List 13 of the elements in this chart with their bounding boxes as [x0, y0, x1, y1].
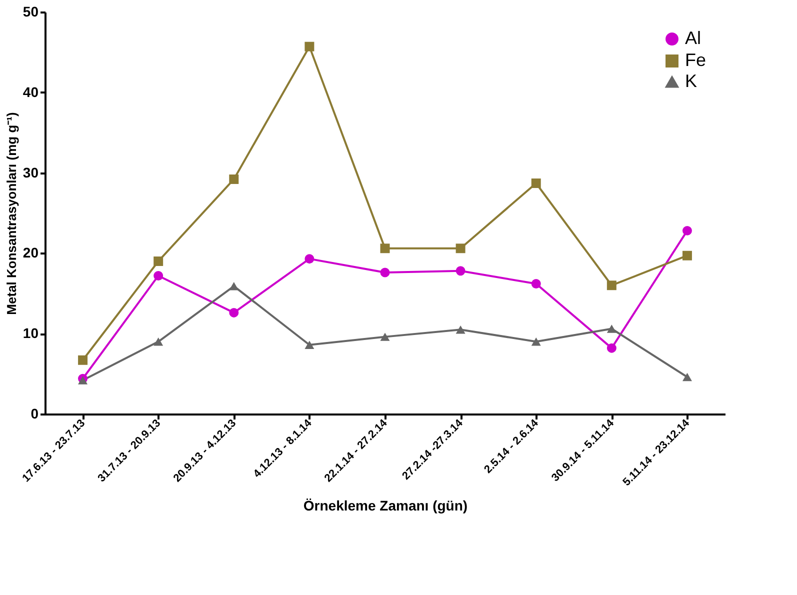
legend-label: K [685, 71, 698, 91]
legend-label: Al [685, 28, 702, 48]
y-tick-label: 10 [22, 325, 39, 342]
point [229, 174, 239, 184]
y-tick-label: 0 [30, 406, 39, 422]
y-tick-label: 20 [22, 244, 39, 261]
x-axis-title: Örnekleme Zamanı (gün) [303, 498, 468, 514]
y-tick-label: 40 [22, 84, 39, 100]
point [154, 256, 164, 266]
y-tick-label: 30 [22, 164, 39, 180]
legend-label: Fe [685, 50, 706, 70]
y-axis-title: Metal Konsantrasyonları (mg g⁻¹) [4, 112, 19, 315]
y-tick-label: 50 [22, 4, 39, 20]
